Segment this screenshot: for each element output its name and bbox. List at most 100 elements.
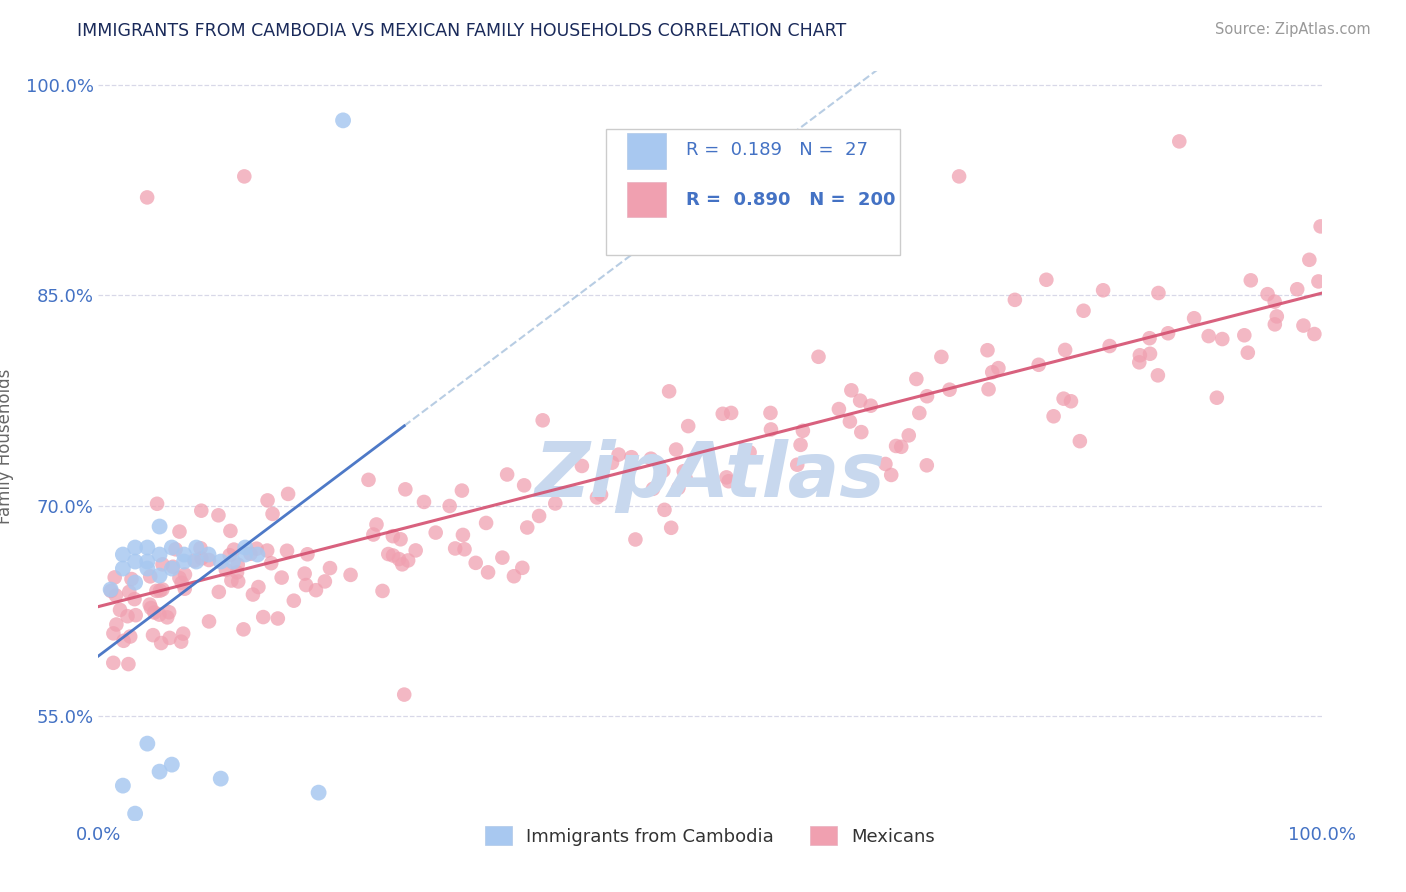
Point bbox=[977, 382, 1000, 396]
Point bbox=[246, 548, 269, 562]
Point bbox=[267, 611, 290, 625]
Point bbox=[152, 558, 174, 572]
Point bbox=[439, 499, 461, 513]
Point bbox=[305, 583, 328, 598]
Point bbox=[162, 559, 184, 574]
Point bbox=[124, 575, 146, 590]
Point bbox=[190, 504, 212, 518]
Text: IMMIGRANTS FROM CAMBODIA VS MEXICAN FAMILY HOUSEHOLDS CORRELATION CHART: IMMIGRANTS FROM CAMBODIA VS MEXICAN FAMI… bbox=[77, 22, 846, 40]
Point bbox=[172, 626, 194, 640]
Point bbox=[720, 406, 742, 420]
Point bbox=[124, 592, 146, 607]
Point bbox=[120, 630, 142, 644]
Point bbox=[363, 527, 385, 541]
Point bbox=[405, 543, 427, 558]
Point bbox=[931, 350, 953, 364]
Point bbox=[792, 424, 814, 438]
Point bbox=[897, 428, 920, 442]
Point bbox=[503, 569, 526, 583]
Point bbox=[276, 543, 298, 558]
Point bbox=[117, 609, 139, 624]
Point bbox=[875, 457, 897, 471]
Point bbox=[105, 617, 128, 632]
Legend: Immigrants from Cambodia, Mexicans: Immigrants from Cambodia, Mexicans bbox=[478, 819, 942, 853]
Point bbox=[117, 657, 139, 672]
Point bbox=[232, 623, 254, 637]
Point bbox=[880, 467, 903, 482]
Point bbox=[183, 553, 205, 567]
Point bbox=[759, 422, 782, 436]
Point bbox=[807, 350, 830, 364]
Point bbox=[748, 155, 770, 169]
Point bbox=[270, 571, 292, 585]
Point bbox=[987, 361, 1010, 376]
Point bbox=[139, 601, 162, 615]
Point bbox=[571, 458, 593, 473]
Point bbox=[589, 488, 612, 502]
Point bbox=[121, 572, 143, 586]
Point bbox=[413, 495, 436, 509]
Point bbox=[142, 628, 165, 642]
Point bbox=[665, 442, 688, 457]
Point bbox=[125, 608, 148, 623]
Point bbox=[838, 415, 860, 429]
Point bbox=[160, 757, 183, 772]
Point bbox=[136, 737, 159, 751]
Point bbox=[1098, 339, 1121, 353]
Text: ZipAtlas: ZipAtlas bbox=[534, 439, 886, 513]
Point bbox=[676, 419, 699, 434]
Point bbox=[1168, 135, 1191, 149]
Point bbox=[186, 555, 208, 569]
Point bbox=[226, 574, 249, 589]
Point bbox=[381, 529, 404, 543]
Point bbox=[100, 582, 122, 597]
FancyBboxPatch shape bbox=[627, 133, 666, 169]
Point bbox=[908, 406, 931, 420]
Point bbox=[215, 563, 238, 577]
Point bbox=[1042, 409, 1064, 424]
Point bbox=[103, 656, 125, 670]
Point bbox=[294, 566, 316, 581]
Point bbox=[905, 372, 928, 386]
Point bbox=[233, 541, 256, 555]
Point bbox=[716, 470, 738, 484]
Point bbox=[111, 548, 134, 562]
Point bbox=[668, 481, 690, 495]
Point bbox=[173, 555, 195, 569]
Point bbox=[711, 407, 734, 421]
Point bbox=[382, 549, 405, 563]
Point bbox=[136, 190, 159, 204]
Point bbox=[1309, 219, 1331, 234]
Point bbox=[260, 556, 283, 570]
Point bbox=[173, 582, 195, 596]
Point bbox=[222, 542, 245, 557]
Point bbox=[148, 607, 170, 622]
Point bbox=[136, 561, 159, 575]
Point bbox=[641, 482, 664, 496]
Point bbox=[451, 528, 474, 542]
Point bbox=[233, 548, 256, 562]
Point bbox=[103, 626, 125, 640]
Point bbox=[1035, 273, 1057, 287]
Point bbox=[1004, 293, 1026, 307]
Point bbox=[513, 478, 536, 492]
Point bbox=[149, 568, 172, 582]
Point bbox=[190, 551, 212, 566]
Point bbox=[170, 634, 193, 648]
Point bbox=[786, 458, 808, 472]
Point bbox=[111, 779, 134, 793]
Point bbox=[1303, 326, 1326, 341]
Point bbox=[477, 566, 499, 580]
Point bbox=[527, 508, 550, 523]
Point bbox=[239, 547, 262, 561]
Point bbox=[516, 520, 538, 534]
Point bbox=[915, 389, 938, 403]
Point bbox=[394, 483, 416, 497]
Point bbox=[357, 473, 380, 487]
Point bbox=[1233, 328, 1256, 343]
Point bbox=[600, 456, 623, 470]
Point bbox=[1264, 318, 1286, 332]
Point bbox=[1240, 273, 1263, 287]
Point bbox=[226, 566, 249, 580]
Point bbox=[332, 113, 354, 128]
